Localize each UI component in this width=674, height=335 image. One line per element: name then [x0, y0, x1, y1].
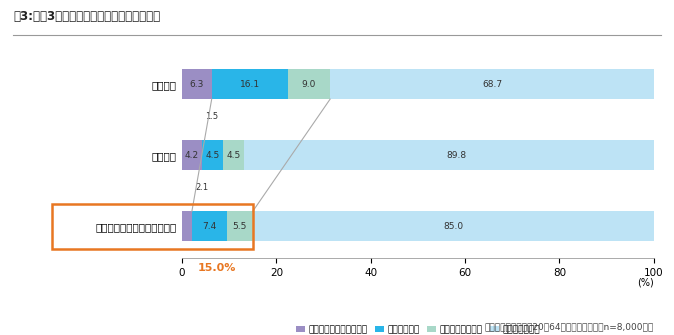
Legend: 何度も繰り返し経験した, 時々経験した, 一度だけ経験した, 経験しなかった: 何度も繰り返し経験した, 時々経験した, 一度だけ経験した, 経験しなかった	[292, 322, 544, 335]
Text: (%): (%)	[637, 277, 654, 287]
Bar	[288, 69, 330, 99]
Text: 4.2: 4.2	[185, 151, 199, 160]
Text: 85.0: 85.0	[443, 222, 463, 231]
Bar	[192, 211, 227, 241]
Bar	[202, 140, 223, 170]
Text: 16.1: 16.1	[240, 80, 259, 89]
Bar	[212, 69, 288, 99]
Bar	[244, 140, 668, 170]
Text: 89.8: 89.8	[446, 151, 466, 160]
Bar	[223, 140, 244, 170]
Text: 1.5: 1.5	[205, 112, 218, 121]
Bar	[182, 140, 202, 170]
Text: （調査対象：全国の20～64歳の男女労働者（n=8,000））: （調査対象：全国の20～64歳の男女労働者（n=8,000））	[485, 323, 654, 332]
Bar	[182, 69, 212, 99]
Text: 2.1: 2.1	[195, 183, 208, 192]
Text: 9.0: 9.0	[302, 80, 316, 89]
Text: 15.0%: 15.0%	[198, 263, 237, 273]
Bar	[182, 211, 192, 241]
Text: 68.7: 68.7	[482, 80, 502, 89]
Bar	[330, 69, 654, 99]
Text: 5.5: 5.5	[233, 222, 247, 231]
Text: 7.4: 7.4	[202, 222, 216, 231]
Text: 図3:過去3年間にハラスメントを受けた経験: 図3:過去3年間にハラスメントを受けた経験	[13, 10, 160, 23]
Text: 4.5: 4.5	[206, 151, 220, 160]
Text: 4.5: 4.5	[226, 151, 241, 160]
Bar	[253, 211, 654, 241]
Text: 6.3: 6.3	[189, 80, 204, 89]
Bar	[226, 211, 253, 241]
